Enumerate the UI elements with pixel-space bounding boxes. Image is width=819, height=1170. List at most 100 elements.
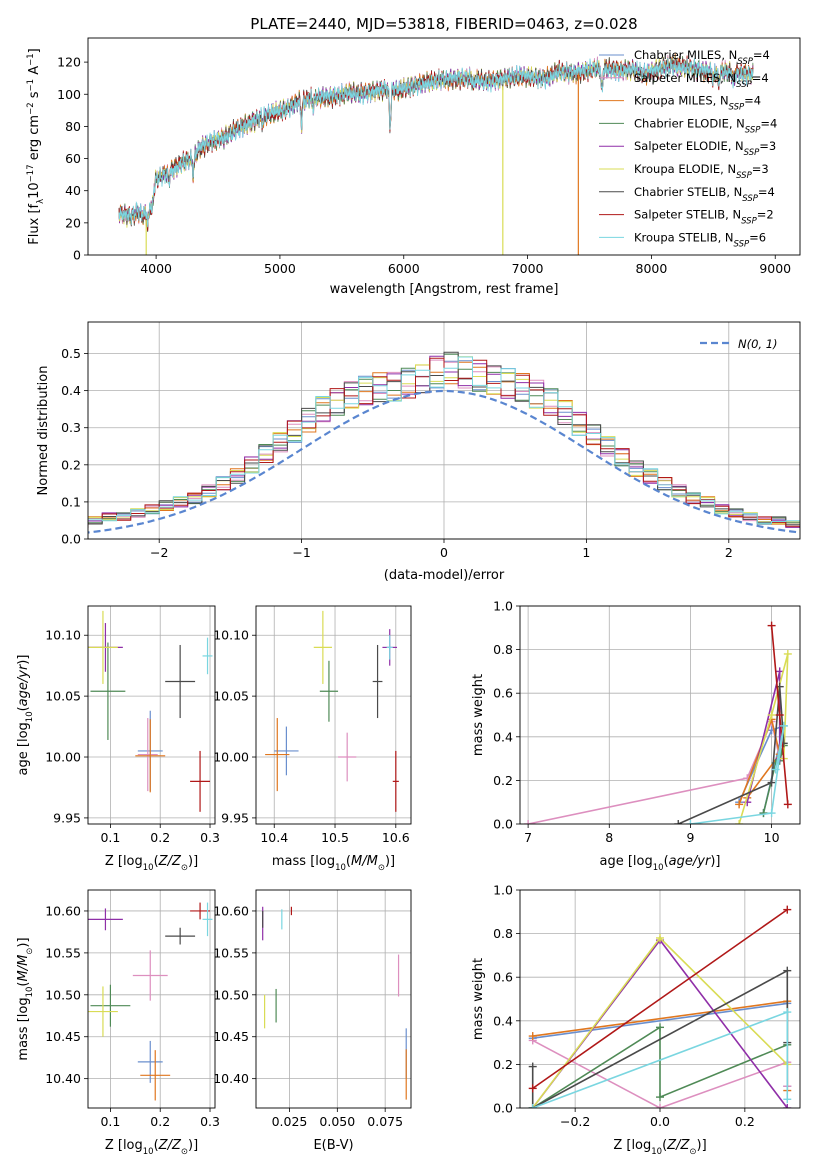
axes-frame [87,889,216,1109]
weight-line [677,686,785,824]
histogram-step [88,351,800,528]
plot-area [528,905,792,1108]
histogram-step [88,356,800,526]
histogram-step [88,353,800,528]
y-tick-label: 0.1 [61,494,81,509]
y-tick-label: 10.50 [213,987,249,1002]
y-tick-label: 0.8 [493,642,513,657]
y-tick-label: 0.8 [493,926,513,941]
y-tick-label: 10.10 [213,628,249,643]
y-tick-label: 9.95 [221,810,249,825]
y-tick-label: 10.10 [45,628,81,643]
legend-label: Salpeter STELIB, NSSP=2 [634,208,774,227]
x-tick-label: 0.3 [200,830,220,845]
panel-age-vs-mass: 10.4 10.5 10.6 9.95 10.00 10.05 10.10 mass [log… [213,605,412,873]
legend-label: Chabrier ELODIE, NSSP=4 [634,116,777,135]
y-tick-label: 0.3 [61,420,81,435]
y-tick-label: 0 [73,248,81,263]
plot-area [118,53,754,255]
y-tick-label: 10.00 [45,750,81,765]
panel-spectrum: 4000 5000 6000 7000 8000 9000 0 20 40 60 80 100 120 P… [26,15,801,297]
y-tick-label: 0.0 [493,1101,513,1116]
x-axis-label: Z [log10(Z/Z⊙)] [613,1138,706,1157]
x-tick-label: 0.050 [319,1114,355,1129]
x-tick-label: 10.6 [382,830,410,845]
y-axis-label: Normed distribution [36,366,51,496]
x-tick-label: 0.075 [367,1114,403,1129]
y-tick-label: 10.60 [45,903,81,918]
x-tick-label: 1 [582,545,590,560]
plot-area [88,610,213,812]
y-tick-label: 20 [65,215,81,230]
y-tick-label: 10.45 [213,1029,249,1044]
histogram-step [88,357,800,528]
panel-weight-vs-Z: −0.2 0.0 0.2 0.0 0.2 0.4 0.6 0.8 1.0 Z [log10(Z/Z… [471,883,801,1157]
x-tick-label: 0.2 [735,1114,755,1129]
axes-frame [87,37,801,256]
y-tick-label: 10.40 [45,1071,81,1086]
y-tick-label: 60 [65,151,81,166]
panel-mass-vs-EBV: 0.025 0.050 0.075 10.40 10.45 10.50 10.55 10.60… [213,889,412,1153]
panel-weight-vs-age: 7 8 9 10 0.0 0.2 0.4 0.6 0.8 1.0 age [log10(age/yr… [471,599,801,873]
x-axis-label: age [log10(age/yr)] [600,854,721,873]
y-tick-label: 0.0 [493,817,513,832]
y-tick-label: 10.40 [213,1071,249,1086]
x-tick-label: 2 [725,545,733,560]
y-tick-label: 0.4 [493,1013,513,1028]
y-axis-label: mass [log10(M/M⊙)] [16,937,35,1060]
y-axis-label: mass weight [471,958,486,1040]
y-axis-label: age [log10(age/yr)] [16,655,35,776]
histogram-step [88,356,800,524]
plot-area [88,351,800,534]
x-axis-label: wavelength [Angstrom, rest frame] [330,282,559,297]
x-axis-label: Z [log10(Z/Z⊙)] [105,854,198,873]
axes-frame [255,889,412,1109]
x-tick-label: −1 [292,545,310,560]
y-tick-label: 10.45 [45,1029,81,1044]
x-tick-label: 10.4 [260,830,288,845]
legend-label: Chabrier STELIB, NSSP=4 [634,185,775,204]
x-tick-label: 0.1 [100,1114,120,1129]
x-tick-label: 4000 [140,261,172,276]
x-axis-label: mass [log10(M/M⊙)] [272,854,395,873]
y-tick-label: 0.2 [61,457,81,472]
x-tick-label: 0.1 [100,830,120,845]
axes-frame [255,605,412,825]
weight-line [532,1025,788,1108]
normal-reference-curve [88,389,800,534]
x-axis-label: (data-model)/error [384,568,505,583]
y-tick-label: 0.6 [493,686,513,701]
x-tick-label: 8000 [636,261,668,276]
y-tick-label: 10.55 [213,945,249,960]
y-axis-label: mass weight [471,674,486,756]
legend-label: Chabrier MILES, NSSP=4 [634,48,770,67]
y-tick-label: 1.0 [493,883,513,898]
panel-age-vs-Z: 0.1 0.2 0.3 9.95 10.00 10.05 10.10 Z [log10(Z/Z… [16,605,220,873]
y-tick-label: 10.60 [213,903,249,918]
legend-label: Salpeter ELODIE, NSSP=3 [634,139,776,158]
x-tick-label: 8 [605,830,613,845]
legend-label: N(0, 1) [738,337,778,351]
y-tick-label: 10.50 [45,987,81,1002]
x-axis-label: Z [log10(Z/Z⊙)] [105,1138,198,1157]
y-tick-label: 10.05 [213,689,249,704]
x-tick-label: 0 [440,545,448,560]
chart-title: PLATE=2440, MJD=53818, FIBERID=0463, z=0… [250,15,637,33]
y-axis-label: Flux [fλ10−17 erg cm−2 s−1 A−1] [26,48,46,244]
plot-area [524,621,792,824]
plot-area [262,906,407,1100]
plot-area [88,902,213,1101]
y-tick-label: 0.0 [61,532,81,547]
legend-label: Kroupa MILES, NSSP=4 [634,94,761,113]
panel-residuals: −2 −1 0 1 2 0.0 0.1 0.2 0.3 0.4 0.5 (data-model)/er… [36,321,801,583]
x-tick-label: 0.3 [200,1114,220,1129]
y-tick-label: 10.00 [213,750,249,765]
histogram-step [88,361,800,526]
plot-area [265,610,399,812]
legend-label: Kroupa ELODIE, NSSP=3 [634,162,769,181]
x-tick-label: 6000 [388,261,420,276]
legend-label: Salpeter MILES, NSSP=4 [634,71,769,90]
weight-line [690,725,785,824]
x-tick-label: 7000 [512,261,544,276]
